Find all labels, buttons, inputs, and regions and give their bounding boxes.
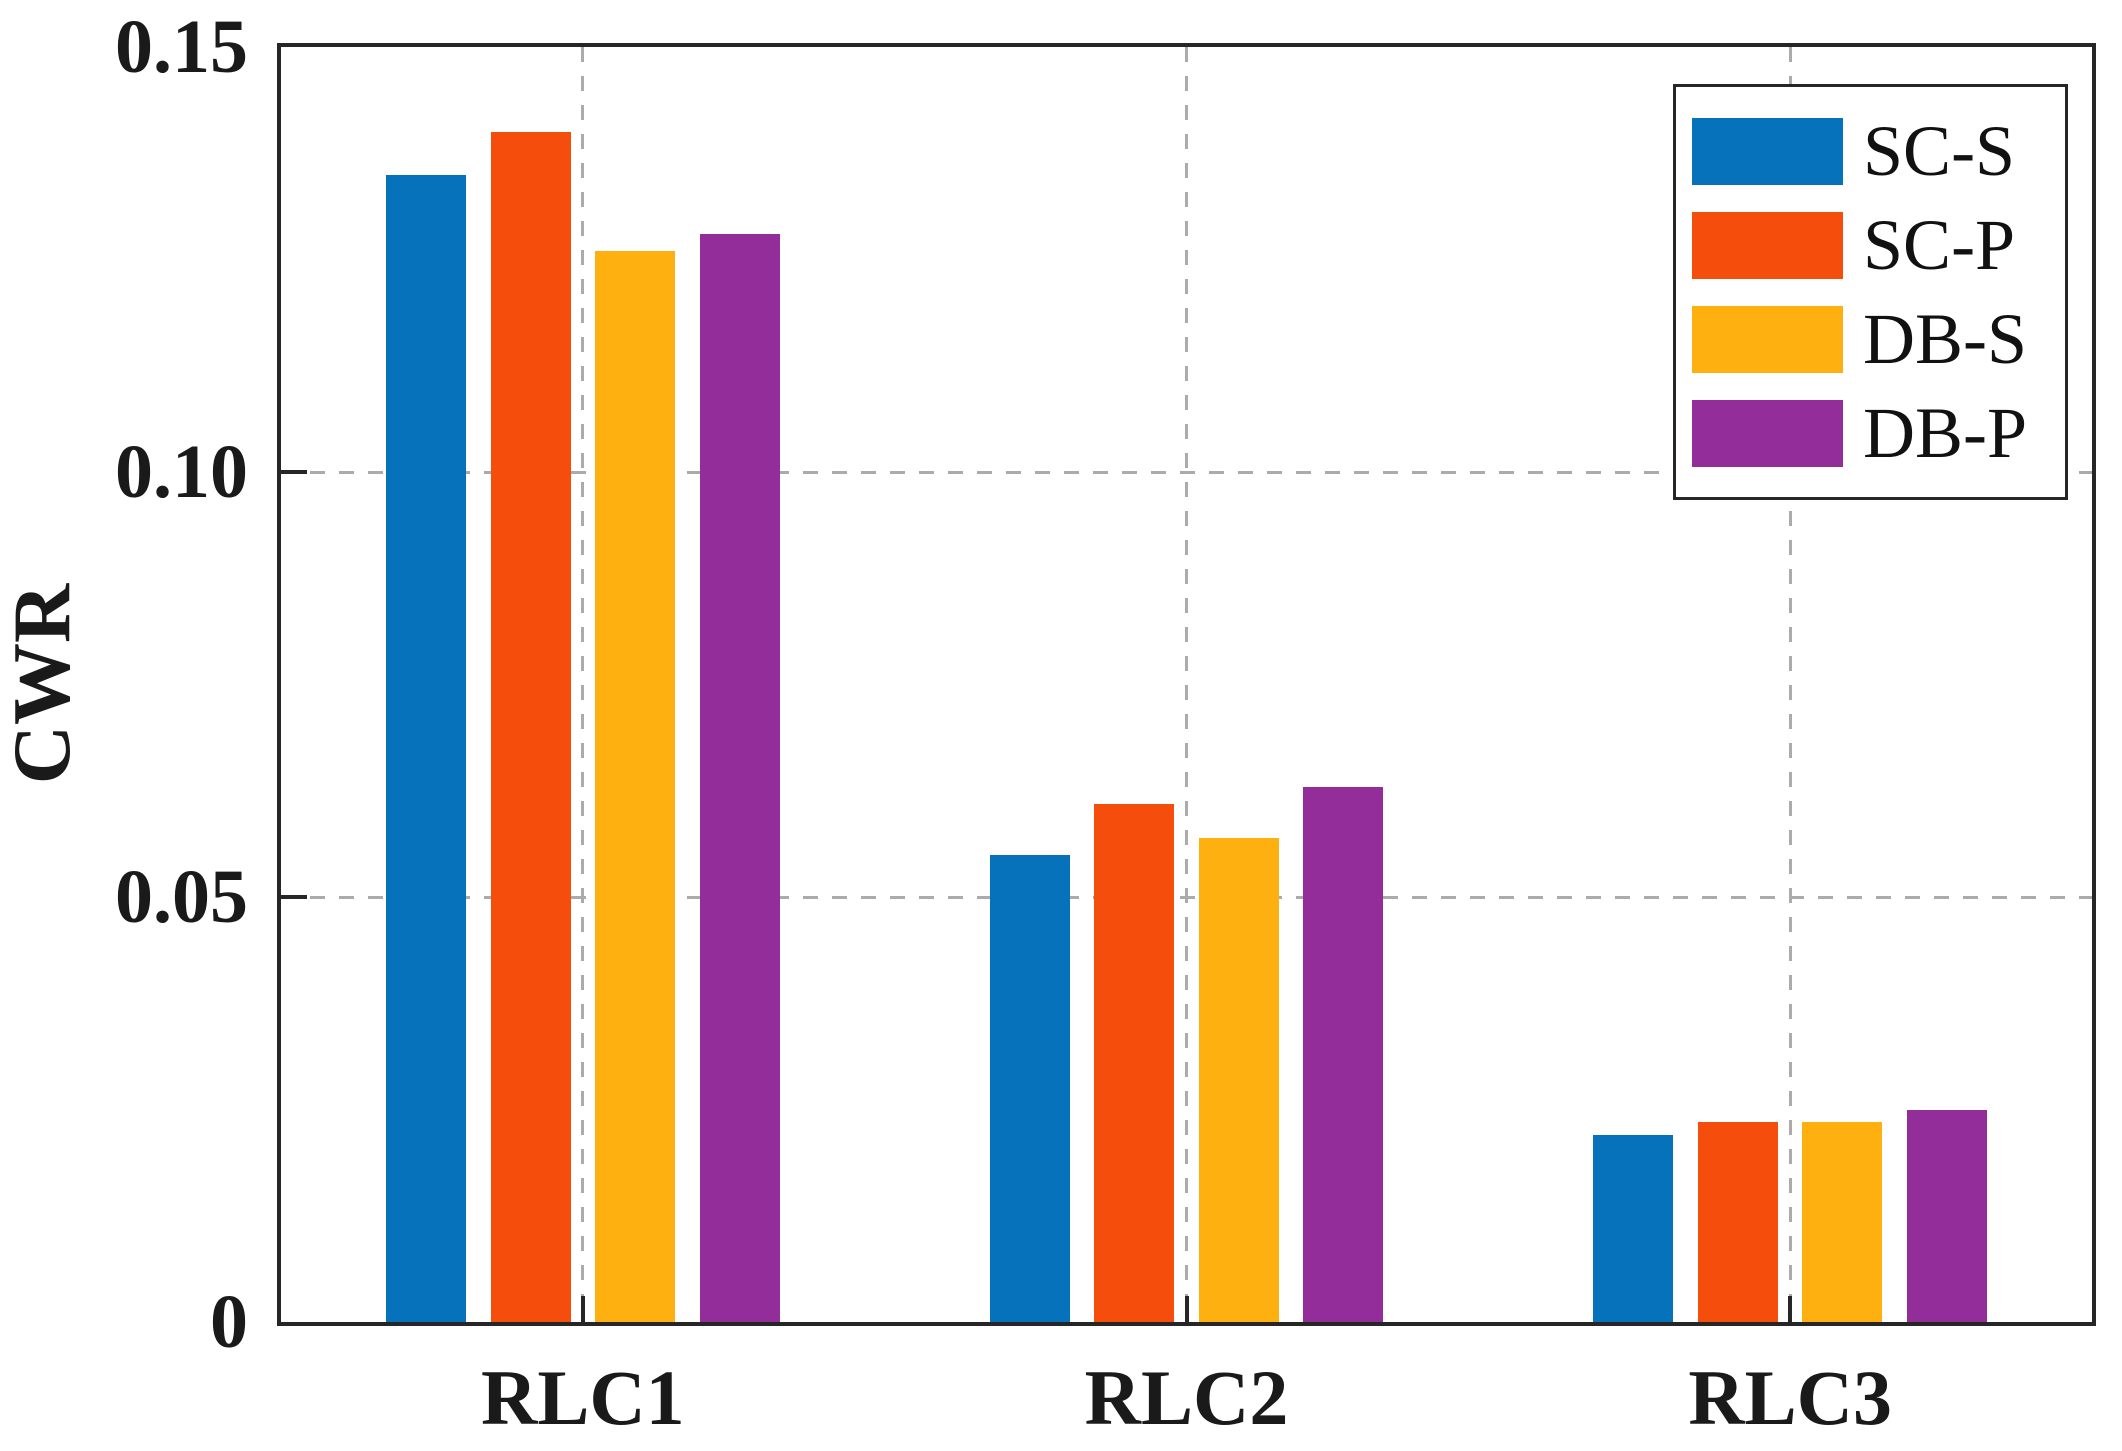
legend-swatch-db-p xyxy=(1692,399,1843,467)
bar-db-s-rlc2 xyxy=(1198,837,1279,1322)
bar-db-p-rlc3 xyxy=(1906,1109,1987,1322)
bar-db-s-rlc3 xyxy=(1802,1122,1883,1322)
y-tick-mark xyxy=(281,470,307,474)
legend: SC-S SC-P DB-S DB-P xyxy=(1673,84,2068,500)
legend-swatch-sc-p xyxy=(1692,211,1843,279)
legend-label: SC-P xyxy=(1863,205,2016,285)
legend-swatch-db-s xyxy=(1692,305,1843,373)
bar-sc-p-rlc3 xyxy=(1697,1122,1778,1322)
v-gridline xyxy=(1185,47,1188,1322)
x-tick-mark xyxy=(1788,1296,1793,1322)
legend-item: DB-P xyxy=(1692,397,2065,469)
plot-area: SC-S SC-P DB-S DB-P xyxy=(277,43,2096,1326)
legend-label: DB-P xyxy=(1863,393,2028,473)
y-tick-label: 0.05 xyxy=(115,855,248,939)
x-tick-label: RLC3 xyxy=(1688,1354,1892,1441)
x-tick-mark xyxy=(580,1296,585,1322)
legend-swatch-sc-s xyxy=(1692,117,1843,185)
bar-db-p-rlc2 xyxy=(1303,786,1384,1322)
legend-item: DB-S xyxy=(1692,303,2065,375)
bar-sc-s-rlc3 xyxy=(1593,1135,1674,1322)
bar-sc-p-rlc1 xyxy=(490,132,571,1322)
grid-layer xyxy=(281,47,2092,1322)
y-axis-label: CWR xyxy=(0,583,87,785)
bar-db-s-rlc1 xyxy=(595,251,676,1322)
legend-item: SC-S xyxy=(1692,115,2065,187)
y-tick-label: 0.15 xyxy=(115,5,248,89)
bar-sc-s-rlc1 xyxy=(386,174,467,1322)
v-gridline xyxy=(581,47,585,1322)
y-tick-label: 0 xyxy=(210,1280,248,1364)
legend-label: SC-S xyxy=(1863,111,2016,191)
y-tick-mark xyxy=(281,895,307,899)
x-tick-mark xyxy=(1184,1296,1189,1322)
bars-layer xyxy=(281,47,2092,1322)
x-tick-label: RLC1 xyxy=(480,1354,685,1441)
legend-label: DB-S xyxy=(1863,299,2028,379)
bar-db-p-rlc1 xyxy=(699,234,780,1322)
ticks-layer xyxy=(281,47,2092,1322)
v-gridline xyxy=(1788,47,1792,1322)
x-tick-label: RLC2 xyxy=(1084,1354,1289,1441)
y-tick-label: 0.10 xyxy=(115,430,248,514)
bar-sc-p-rlc2 xyxy=(1094,803,1175,1322)
legend-item: SC-P xyxy=(1692,209,2065,281)
bar-sc-s-rlc2 xyxy=(989,854,1070,1322)
